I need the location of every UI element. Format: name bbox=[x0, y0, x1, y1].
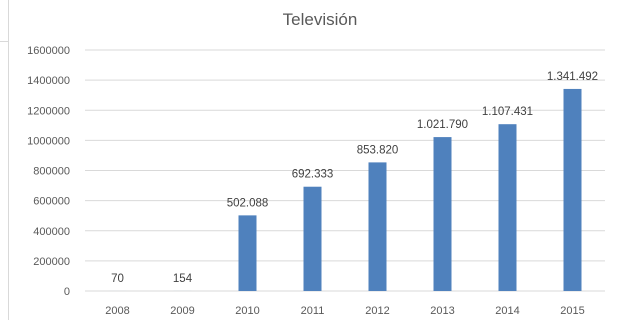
y-axis: 0 200000 400000 600000 800000 1000000 1200000 1… bbox=[27, 45, 70, 298]
y-tick-label: 1200000 bbox=[27, 105, 70, 117]
bar bbox=[303, 186, 322, 291]
y-tick-label: 0 bbox=[64, 286, 70, 298]
y-tick-label: 200000 bbox=[33, 256, 70, 268]
data-label: 692.333 bbox=[292, 169, 334, 181]
data-label: 1.341.492 bbox=[547, 71, 598, 83]
y-tick-label: 600000 bbox=[33, 196, 70, 208]
x-tick-label: 2010 bbox=[235, 305, 259, 317]
data-label: 853.820 bbox=[357, 144, 399, 156]
y-tick-label: 1400000 bbox=[27, 75, 70, 87]
gridlines bbox=[85, 49, 605, 292]
y-tick-label: 1600000 bbox=[27, 45, 70, 57]
bars bbox=[108, 88, 582, 291]
bar bbox=[498, 124, 517, 291]
x-tick-label: 2009 bbox=[170, 305, 194, 317]
data-label: 70 bbox=[111, 273, 124, 285]
data-label: 154 bbox=[173, 273, 193, 285]
y-tick-label: 1000000 bbox=[27, 135, 70, 147]
left-border bbox=[8, 0, 9, 320]
x-tick-label: 2014 bbox=[495, 305, 519, 317]
data-label: 1.107.431 bbox=[482, 106, 533, 118]
x-tick-label: 2011 bbox=[301, 305, 325, 317]
data-label: 502.088 bbox=[227, 197, 269, 209]
bar bbox=[563, 88, 582, 291]
bar bbox=[368, 162, 387, 291]
data-label: 1.021.790 bbox=[417, 119, 468, 131]
x-tick-label: 2008 bbox=[105, 305, 129, 317]
top-left-border bbox=[0, 41, 8, 42]
x-tick-label: 2012 bbox=[365, 305, 389, 317]
x-tick-label: 2015 bbox=[560, 305, 584, 317]
chart-title: Televisión bbox=[283, 10, 358, 29]
x-tick-label: 2013 bbox=[430, 305, 454, 317]
bar bbox=[238, 215, 257, 291]
bar bbox=[433, 137, 452, 291]
y-tick-label: 400000 bbox=[33, 226, 70, 238]
data-labels: 70 154 502.088 692.333 853.820 1.021.790 1.107… bbox=[111, 71, 598, 285]
x-axis: 2008 2009 2010 2011 2012 2013 2014 2015 bbox=[105, 305, 584, 317]
y-tick-label: 800000 bbox=[33, 166, 70, 178]
